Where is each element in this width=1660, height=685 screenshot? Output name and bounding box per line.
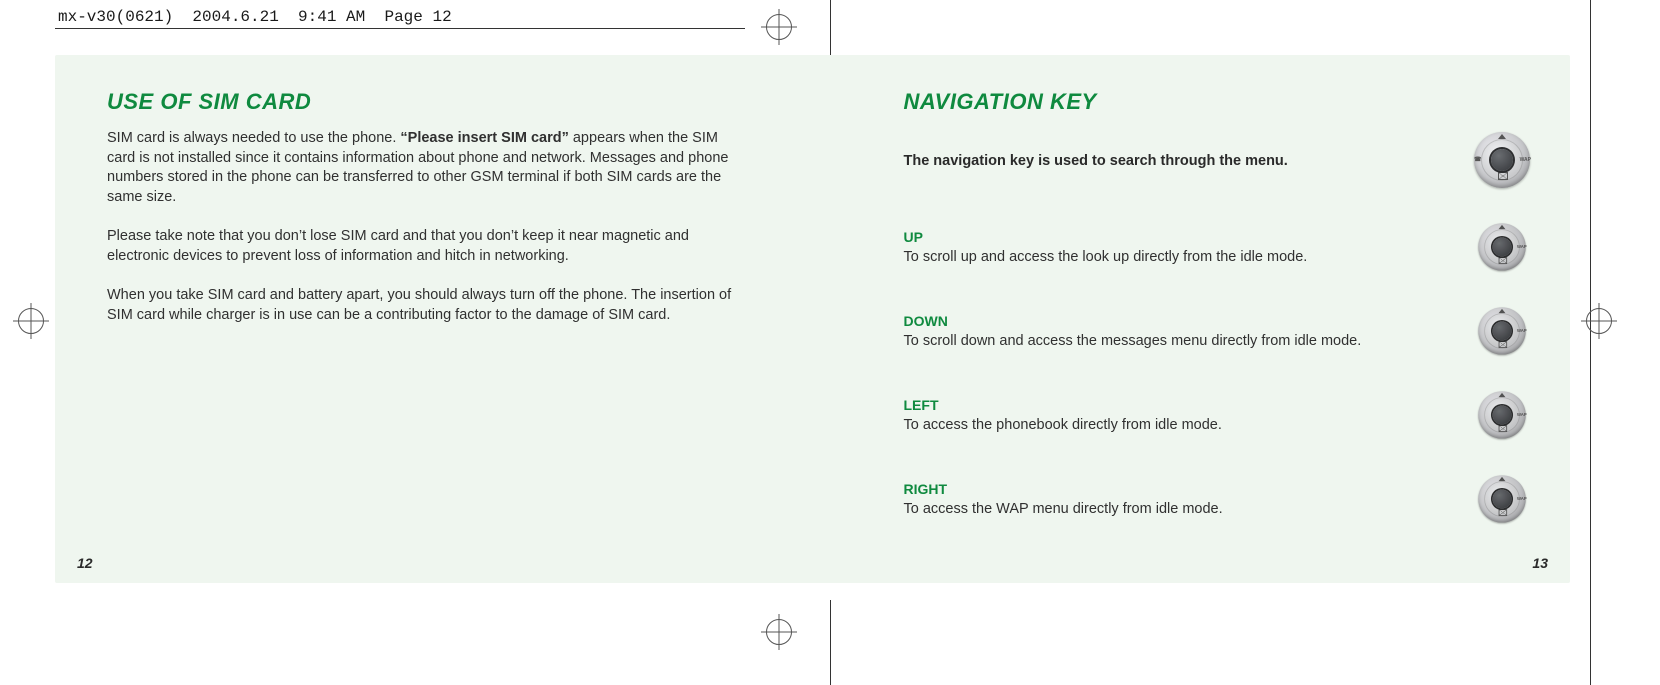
- crop-rule-center-bottom: [830, 600, 831, 685]
- registration-mark-left: [18, 308, 44, 334]
- crop-rule-right: [1590, 0, 1591, 685]
- navkey-right-glyph: WAP: [1520, 157, 1531, 163]
- left-body: SIM card is always needed to use the pho…: [107, 129, 734, 326]
- right-title: NAVIGATION KEY: [904, 89, 1531, 115]
- hdr-file: mx-v30(0621): [58, 8, 173, 26]
- navkey-right-icon: WAP: [1478, 475, 1526, 523]
- dir-label-up: UP: [904, 229, 1455, 245]
- dir-desc-left: To access the phonebook directly from id…: [904, 417, 1455, 433]
- nav-row-up: UP To scroll up and access the look up d…: [904, 219, 1531, 275]
- nav-row-down: DOWN To scroll down and access the messa…: [904, 303, 1531, 359]
- navkey-down-icon: WAP: [1478, 307, 1526, 355]
- dir-label-right: RIGHT: [904, 481, 1455, 497]
- crop-rule-top: [55, 28, 745, 29]
- registration-mark-right: [1586, 308, 1612, 334]
- hdr-time: 9:41 AM: [298, 8, 365, 26]
- nav-row-right: RIGHT To access the WAP menu directly fr…: [904, 471, 1531, 527]
- registration-mark-bottom: [766, 619, 792, 645]
- navkey-hero-icon: ☎ WAP: [1474, 132, 1530, 188]
- left-title: USE OF SIM CARD: [107, 89, 734, 115]
- navkey-left-glyph: ☎: [1474, 156, 1481, 163]
- navkey-up-icon: WAP: [1478, 223, 1526, 271]
- hdr-date: 2004.6.21: [192, 8, 278, 26]
- left-para-1a: SIM card is always needed to use the pho…: [107, 130, 400, 146]
- left-para-1: SIM card is always needed to use the pho…: [107, 129, 734, 207]
- dir-desc-up: To scroll up and access the look up dire…: [904, 249, 1455, 265]
- nav-intro-row: The navigation key is used to search thr…: [904, 129, 1531, 191]
- left-para-2: Please take note that you don’t lose SIM…: [107, 227, 734, 266]
- page-left: USE OF SIM CARD SIM card is always neede…: [55, 55, 824, 583]
- hdr-pageref: Page 12: [384, 8, 451, 26]
- dir-label-down: DOWN: [904, 313, 1455, 329]
- dir-label-left: LEFT: [904, 397, 1455, 413]
- page-spread: USE OF SIM CARD SIM card is always neede…: [55, 55, 1570, 583]
- left-para-1-bold: “Please insert SIM card”: [400, 130, 568, 146]
- nav-row-left: LEFT To access the phonebook directly fr…: [904, 387, 1531, 443]
- navkey-left-icon: WAP: [1478, 391, 1526, 439]
- canvas: mx-v30(0621) 2004.6.21 9:41 AM Page 12 U…: [0, 0, 1660, 685]
- page-number-left: 12: [77, 555, 93, 571]
- dir-desc-down: To scroll down and access the messages m…: [904, 333, 1455, 349]
- page-right: NAVIGATION KEY The navigation key is use…: [824, 55, 1571, 583]
- print-header: mx-v30(0621) 2004.6.21 9:41 AM Page 12: [58, 8, 452, 26]
- crop-rule-center-top: [830, 0, 831, 58]
- registration-mark-top: [766, 14, 792, 40]
- page-number-right: 13: [1532, 555, 1548, 571]
- nav-intro: The navigation key is used to search thr…: [904, 153, 1288, 169]
- left-para-3: When you take SIM card and battery apart…: [107, 286, 734, 325]
- dir-desc-right: To access the WAP menu directly from idl…: [904, 501, 1455, 517]
